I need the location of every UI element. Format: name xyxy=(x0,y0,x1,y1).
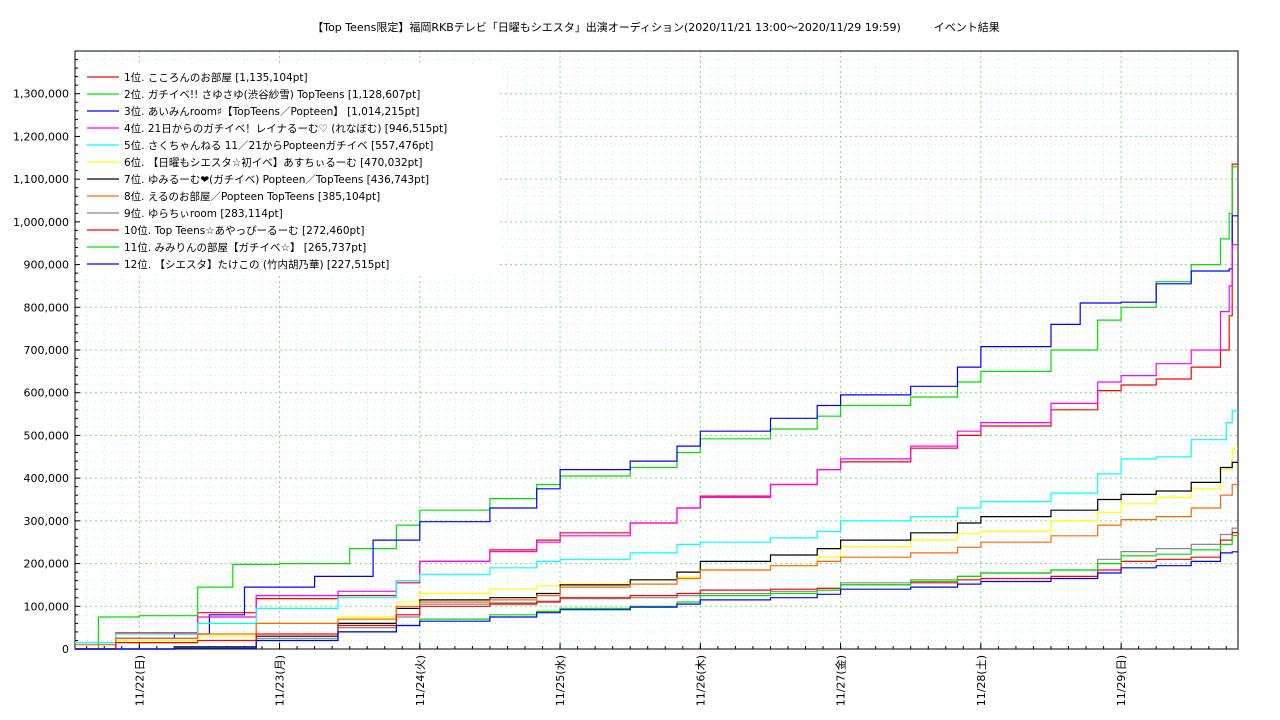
legend-label: 4位. 21日からのガチイベ！レイナるーむ♡ (れなぼむ) [946,515pt… xyxy=(124,122,447,135)
x-tick-label: 11/26(木) xyxy=(694,655,707,706)
y-tick-label: 1,300,000 xyxy=(13,88,69,101)
y-tick-label: 600,000 xyxy=(24,387,70,400)
legend-label: 2位. ガチイベ!! さゆさゆ(渋谷紗雪) TopTeens [1,128,60… xyxy=(124,88,420,101)
y-tick-label: 100,000 xyxy=(24,600,70,613)
grid xyxy=(75,50,1238,650)
y-tick-label: 1,200,000 xyxy=(13,130,69,143)
series-group xyxy=(75,163,1238,650)
chart-title: 【Top Teens限定】福岡RKBテレビ「日曜もシエスタ」出演オーディション(… xyxy=(312,20,1000,34)
legend: 1位. こころんのお部屋 [1,135,104pt] 2位. ガチイベ!! さゆさ… xyxy=(80,66,500,274)
series-line-5 xyxy=(75,410,1238,644)
series-line-7 xyxy=(75,461,1238,650)
legend-label: 8位. えるのお部屋／Popteen TopTeens [385,104pt] xyxy=(124,190,380,203)
y-tick-label: 200,000 xyxy=(24,558,70,571)
legend-label: 1位. こころんのお部屋 [1,135,104pt] xyxy=(124,71,308,84)
x-tick-label: 11/24(火) xyxy=(414,655,427,706)
x-tick-label: 11/23(月) xyxy=(274,655,287,706)
legend-label: 11位. みみりんの部屋【ガチイベ☆】 [265,737pt] xyxy=(124,241,366,254)
x-tick-label: 11/27(金) xyxy=(834,655,848,706)
legend-label: 10位. Top Teens☆あやっぴーるーむ [272,460pt] xyxy=(124,224,364,237)
legend-label: 7位. ゆみるーむ❤(ガチイベ) Popteen／TopTeens [436,7… xyxy=(124,173,429,186)
series-line-4 xyxy=(75,244,1238,650)
y-tick-label: 300,000 xyxy=(24,515,70,528)
legend-label: 6位. 【日曜もシエスタ☆初イベ】あすちぃるーむ [470,032pt] xyxy=(124,156,423,169)
legend-label: 9位. ゆらちぃroom [283,114pt] xyxy=(124,207,283,220)
x-axis: 11/22(日) 11/23(月) 11/24(火) 11/25(水) 11/26(木)… xyxy=(86,643,1227,706)
y-tick-label: 700,000 xyxy=(24,344,70,357)
series-line-8 xyxy=(75,483,1238,646)
series-line-12 xyxy=(75,551,1238,650)
y-axis: 0 100,000 200,000 300,000 400,000 500,000 600,… xyxy=(13,59,80,656)
x-tick-label: 11/22(日) xyxy=(133,655,146,706)
y-tick-label: 1,000,000 xyxy=(13,216,69,229)
series-line-3 xyxy=(75,215,1238,650)
x-tick-label: 11/29(日) xyxy=(1115,655,1128,706)
series-line-10 xyxy=(75,532,1238,650)
y-tick-label: 1,100,000 xyxy=(13,173,69,186)
y-tick-label: 0 xyxy=(62,643,69,656)
y-tick-label: 800,000 xyxy=(24,301,70,314)
legend-label: 5位. さくちゃんねる 11／21からPopteenガチイベ [557,476p… xyxy=(124,139,433,152)
x-tick-label: 11/28(土) xyxy=(975,655,988,706)
series-line-9 xyxy=(75,527,1238,650)
x-tick-label: 11/25(水) xyxy=(554,655,567,706)
y-tick-label: 400,000 xyxy=(24,472,70,485)
legend-label: 12位. 【シエスタ】たけこの (竹内胡乃華) [227,515pt] xyxy=(124,258,389,271)
y-tick-label: 900,000 xyxy=(24,259,70,272)
legend-background xyxy=(80,66,500,274)
y-tick-label: 500,000 xyxy=(24,429,70,442)
legend-label: 3位. あいみんroom♯【TopTeens／Popteen】 [1,014,2… xyxy=(124,105,419,118)
